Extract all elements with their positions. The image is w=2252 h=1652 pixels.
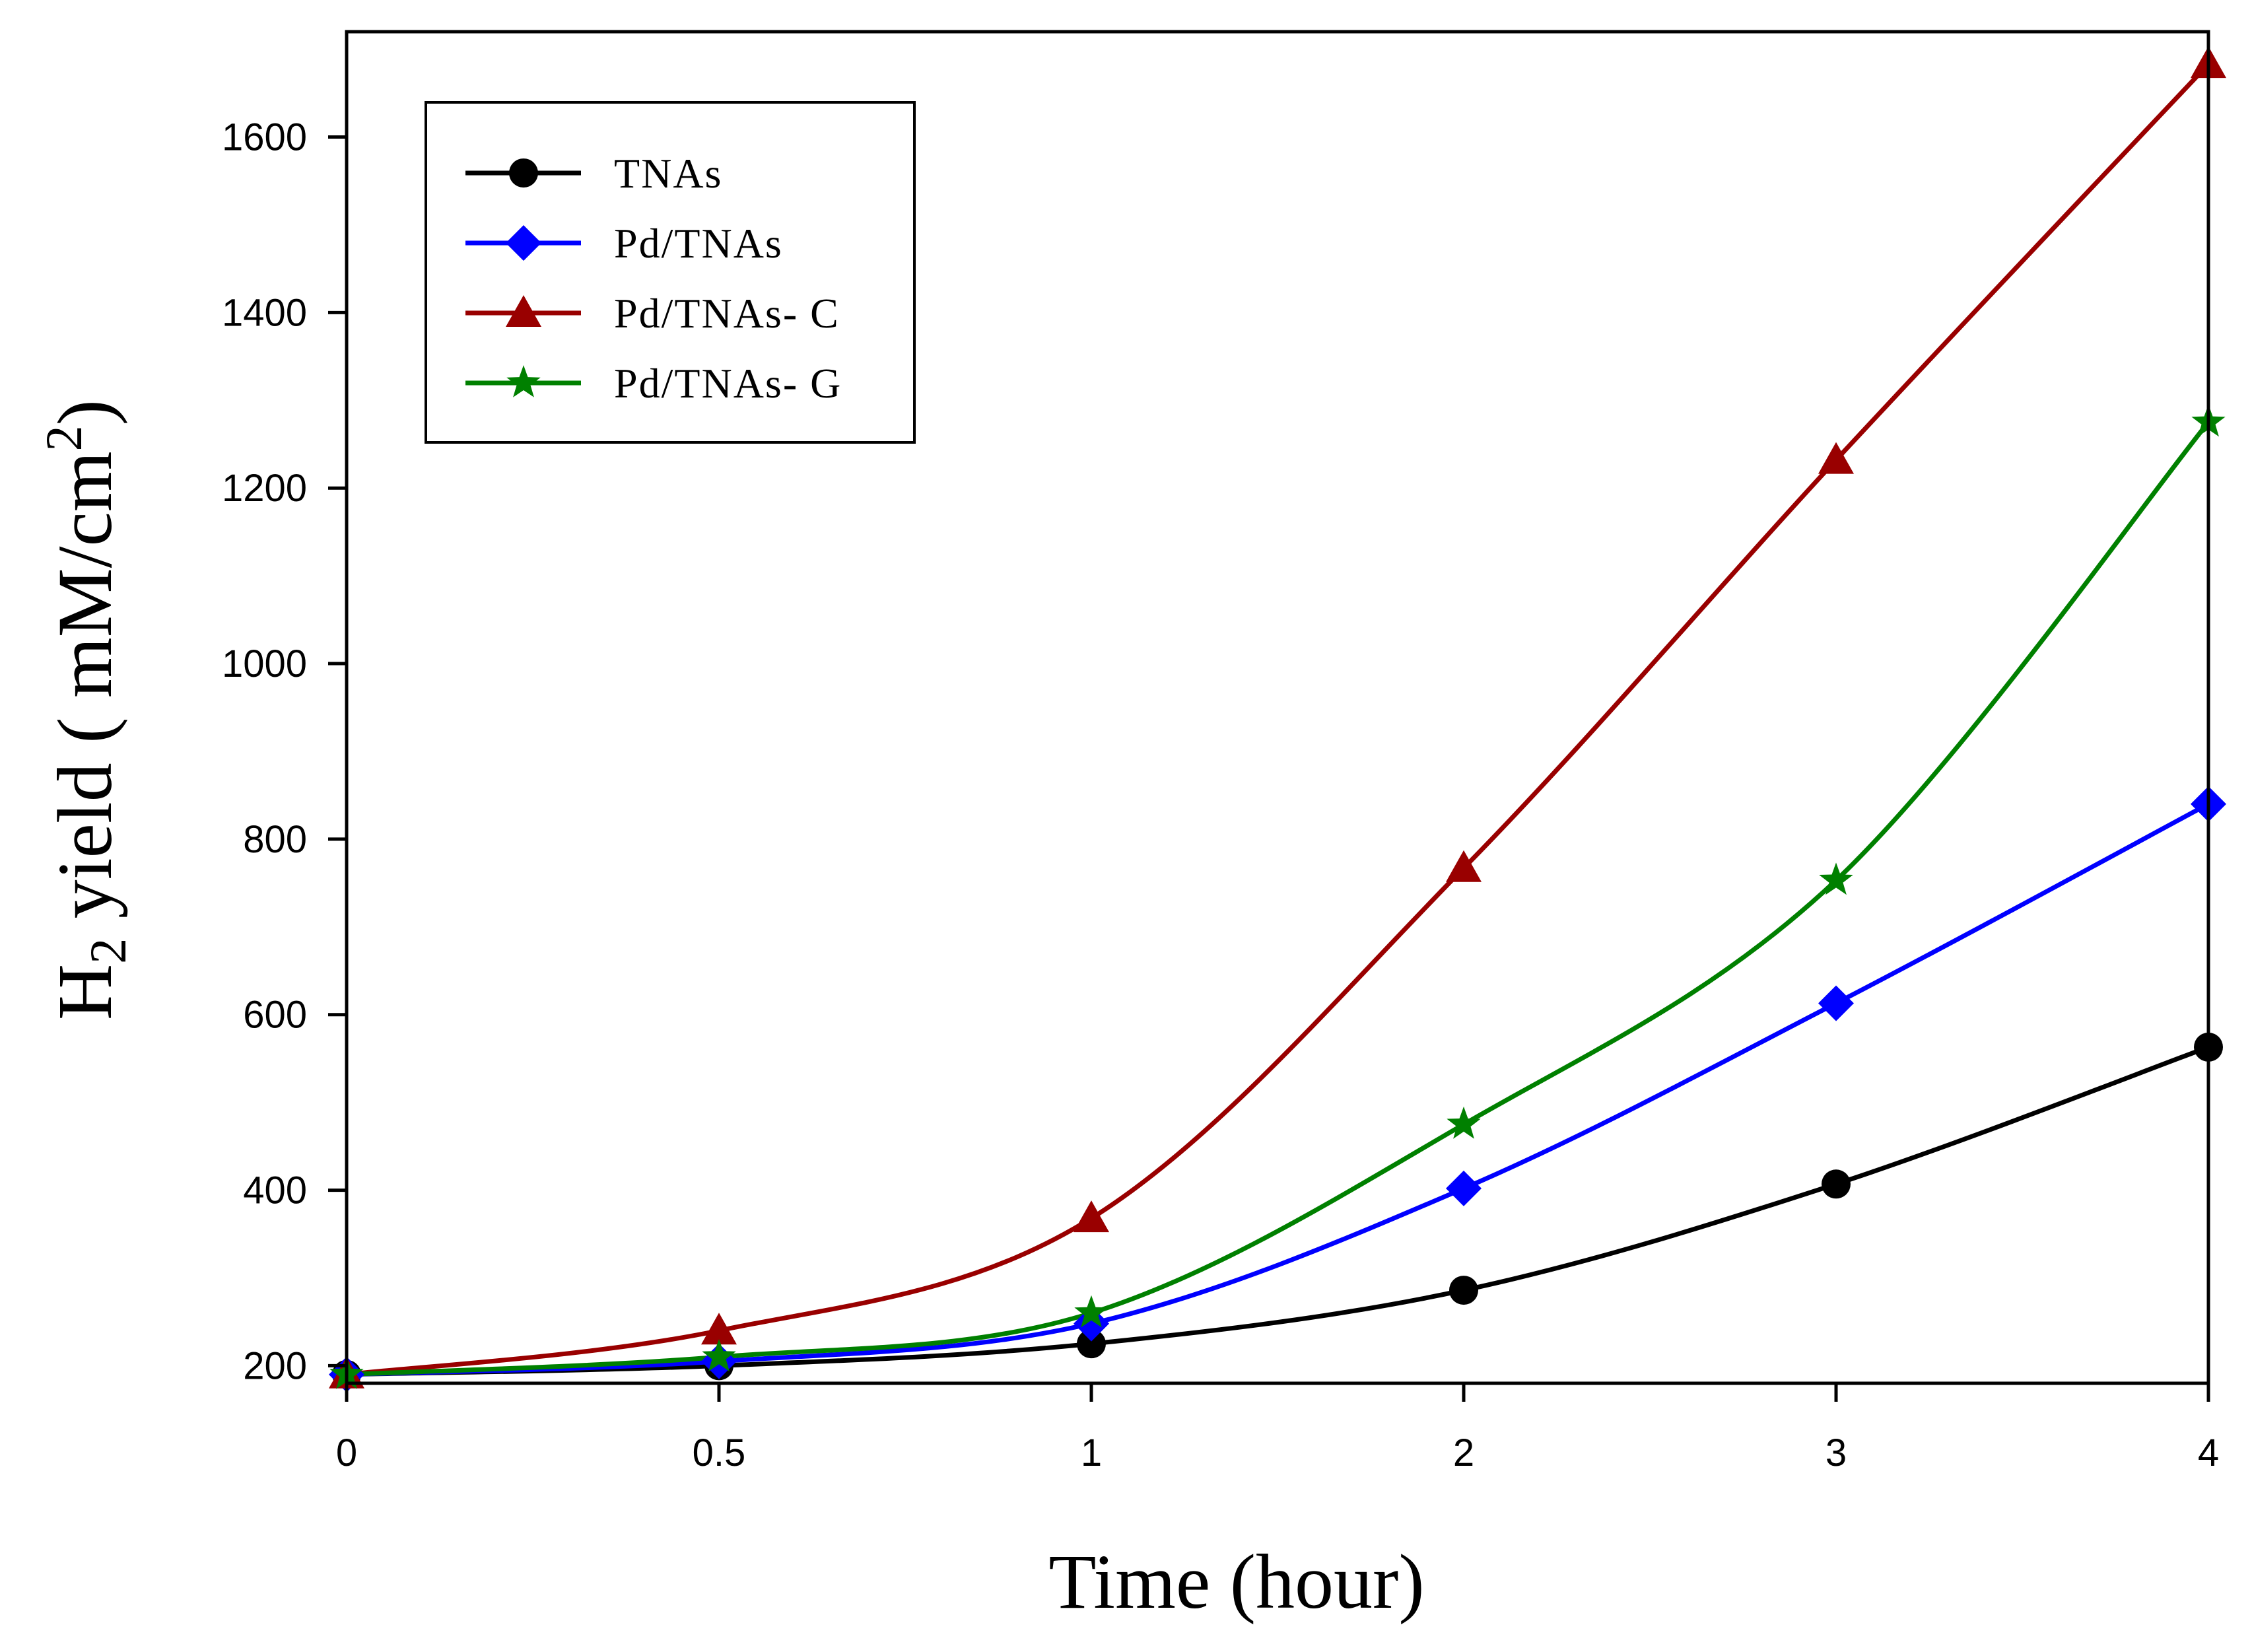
series-0-point-4 — [1822, 1169, 1851, 1199]
y-axis-title-superscript: 2 — [35, 425, 92, 451]
plot-lines — [346, 62, 2210, 1377]
series-0-point-3 — [1449, 1276, 1478, 1305]
series-1-point-2 — [1074, 1305, 1109, 1342]
series-line-0 — [346, 1045, 2210, 1377]
x-tick-label: 2 — [1453, 1431, 1474, 1474]
x-tick-label: 0.5 — [693, 1431, 746, 1474]
series-2-point-1 — [701, 1313, 737, 1345]
y-tick-label: 800 — [243, 818, 307, 861]
y-tick-label: 1200 — [222, 467, 307, 510]
y-tick-label: 200 — [243, 1344, 307, 1387]
series-2-point-2 — [1074, 1200, 1109, 1233]
legend-label-1: Pd/TNAs — [614, 220, 783, 267]
plot-frame — [345, 30, 2210, 1385]
y-axis-title: H2 yield ( mM/cm2) — [35, 399, 137, 1020]
legend-marker-2 — [506, 295, 541, 327]
series-3-point-3 — [1447, 1106, 1481, 1139]
x-axis-title: Time (hour) — [1048, 1538, 1424, 1625]
legend: TNAs Pd/TNAs Pd/TNAs- C Pd/TNAs- G — [425, 101, 916, 444]
x-tick-label: 0 — [336, 1431, 357, 1474]
y-axis-title-middle: yield ( mM/cm — [42, 451, 128, 938]
series-3-point-4 — [1819, 862, 1853, 895]
y-tick-label: 400 — [243, 1169, 307, 1212]
x-tick-label: 3 — [1825, 1431, 1847, 1474]
series-1-point-4 — [1818, 985, 1854, 1021]
x-axis-ticks: 0 0.5 1 2 3 4 — [336, 1383, 2219, 1474]
series-2-point-3 — [1446, 850, 1482, 882]
series-2-point-4 — [1818, 442, 1854, 474]
y-tick-label: 1600 — [222, 116, 307, 159]
y-axis-title-subscript: 2 — [79, 938, 137, 964]
series-3-point-1 — [702, 1339, 736, 1371]
series-3-point-2 — [1074, 1295, 1109, 1328]
x-tick-label: 1 — [1081, 1431, 1102, 1474]
legend-marker-3 — [506, 365, 541, 397]
series-line-3 — [346, 421, 2210, 1377]
y-tick-label: 1400 — [222, 291, 307, 334]
legend-items: TNAs Pd/TNAs Pd/TNAs- C Pd/TNAs- G — [465, 150, 842, 407]
series-line-2 — [346, 62, 2210, 1377]
series-1-point-3 — [1446, 1170, 1482, 1206]
legend-marker-1 — [506, 225, 541, 261]
y-axis-title-prefix: H — [42, 964, 128, 1020]
y-axis-title-suffix: ) — [42, 399, 128, 425]
legend-label-0: TNAs — [614, 150, 722, 197]
x-tick-label: 4 — [2198, 1431, 2219, 1474]
legend-marker-0 — [509, 158, 538, 188]
legend-label-2: Pd/TNAs- C — [614, 290, 840, 337]
series-line-1 — [346, 802, 2210, 1377]
legend-box — [425, 101, 916, 444]
y-axis-ticks: 200 400 600 800 1000 1200 1400 1600 — [222, 116, 347, 1387]
y-tick-label: 600 — [243, 994, 307, 1037]
legend-label-3: Pd/TNAs- G — [614, 360, 842, 407]
y-tick-label: 1000 — [222, 642, 307, 685]
series-0-point-2 — [1077, 1329, 1106, 1359]
